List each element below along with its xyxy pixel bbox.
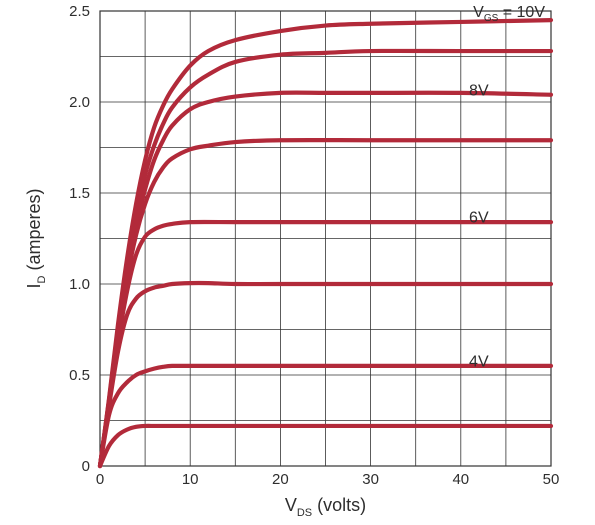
curves <box>97 18 554 469</box>
x-axis-title-sub: DS <box>297 507 312 519</box>
x-axis-title-main: V <box>285 495 297 515</box>
y-tick-label: 2.5 <box>69 3 90 20</box>
curve-label-2: 8V <box>469 82 489 99</box>
x-tick-labels: 0 10 20 30 40 50 <box>96 471 560 488</box>
y-axis-title-sub: D <box>36 275 48 283</box>
y-axis-title: ID (amperes) <box>24 189 48 289</box>
plot-area-frame <box>99 10 552 467</box>
curve-label-main: 8V <box>469 82 489 99</box>
x-tick-label: 40 <box>452 471 469 488</box>
y-axis-title-main: I <box>24 283 44 288</box>
curve-label-suffix: = 10V <box>498 4 545 21</box>
y-tick-label: 2.0 <box>69 94 90 111</box>
curve-line-5 <box>97 219 554 469</box>
x-axis-title-suffix: (volts) <box>312 495 366 515</box>
curve-label-main: 4V <box>469 353 489 370</box>
x-tick-label: 50 <box>543 471 560 488</box>
curve-label-1: VGS = 10V <box>473 4 545 24</box>
curve-line-6 <box>97 280 554 469</box>
x-tick-label: 30 <box>362 471 379 488</box>
y-tick-labels: 0 0.5 1.0 1.5 2.0 2.5 <box>69 3 90 475</box>
curve-label-4: 4V <box>469 353 489 370</box>
curve-labels: VGS = 10V 8V 6V 4V <box>469 4 545 370</box>
y-tick-label: 1.5 <box>69 185 90 202</box>
x-axis-title: VDS (volts) <box>285 495 366 519</box>
x-tick-label: 10 <box>182 471 199 488</box>
grid <box>100 11 551 466</box>
y-tick-label: 0 <box>82 458 90 475</box>
x-tick-label: 20 <box>272 471 289 488</box>
curve-label-main: 6V <box>469 210 489 227</box>
curve-label-3: 6V <box>469 210 489 227</box>
curve-label-main: V <box>473 4 484 21</box>
curve-line-8 <box>97 423 554 469</box>
x-tick-label: 0 <box>96 471 104 488</box>
curve-line-7 <box>97 363 554 469</box>
curve-label-sub: GS <box>484 13 499 24</box>
y-axis-title-suffix: (amperes) <box>24 189 44 276</box>
y-tick-label: 0.5 <box>69 367 90 384</box>
y-tick-label: 1.0 <box>69 276 90 293</box>
